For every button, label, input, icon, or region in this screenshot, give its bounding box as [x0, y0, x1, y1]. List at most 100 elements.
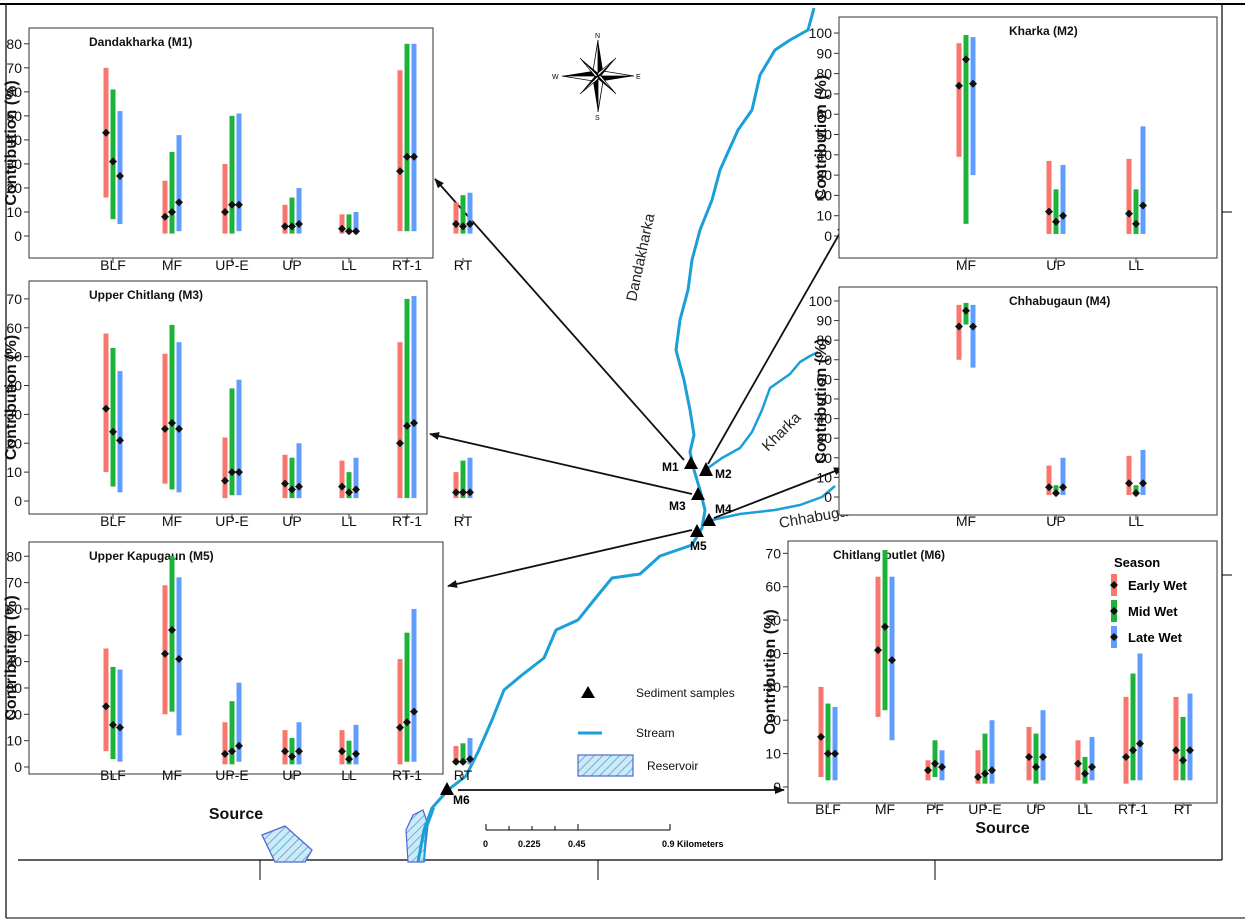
median-marker: [1125, 479, 1133, 488]
median-marker: [288, 222, 296, 231]
median-marker: [962, 55, 970, 64]
site-m1-label: M1: [662, 460, 679, 474]
median-marker: [962, 306, 970, 315]
range-bar-early-wet: [222, 437, 228, 499]
range-bar-mid-wet: [346, 740, 352, 765]
range-bar-late-wet: [1089, 736, 1095, 781]
median-marker: [452, 219, 460, 228]
x-tick-label: RT-1: [392, 513, 422, 529]
plot-panel-border: [838, 286, 1218, 516]
y-tick-label: 60: [6, 84, 22, 100]
median-marker: [1045, 483, 1053, 492]
range-bar-late-wet: [467, 738, 473, 765]
x-tick-label: UP: [1046, 513, 1065, 529]
median-marker: [295, 219, 303, 228]
site-m6-triangle-icon: [440, 782, 454, 795]
y-tick-label: 50: [816, 391, 832, 407]
median-marker: [924, 766, 932, 775]
median-marker: [1129, 746, 1137, 755]
median-marker: [102, 128, 110, 137]
map-legend-samples: Sediment samples: [636, 686, 735, 700]
median-marker: [1139, 479, 1147, 488]
median-marker: [410, 707, 418, 716]
y-tick-label: 70: [6, 291, 22, 307]
range-bar-early-wet: [818, 686, 824, 777]
y-tick-label: 80: [6, 36, 22, 52]
site-m1-triangle-icon: [684, 456, 698, 469]
x-tick-label: MF: [875, 801, 895, 817]
y-axis-label: Contribution (%): [813, 75, 830, 200]
median-marker: [459, 222, 467, 231]
y-tick-label: 40: [816, 411, 832, 427]
range-bar-early-wet: [975, 750, 981, 784]
legend-marker-early: [1110, 581, 1118, 589]
plot-panel-border: [28, 541, 444, 775]
stream-label-dandakharka: Dandakharka: [623, 211, 658, 302]
median-marker: [235, 741, 243, 750]
range-bar-late-wet: [353, 211, 359, 234]
median-marker: [1088, 762, 1096, 771]
range-bar-mid-wet: [110, 666, 116, 760]
scale-tick-3: 0.9 Kilometers: [662, 839, 724, 849]
median-marker: [396, 167, 404, 176]
median-marker: [168, 207, 176, 216]
compass-e: E: [636, 74, 641, 81]
median-marker: [345, 488, 353, 497]
plot-panel-border: [28, 280, 428, 515]
y-tick-label: 10: [6, 464, 22, 480]
median-marker: [1025, 752, 1033, 761]
median-marker: [295, 747, 303, 756]
x-tick-label: BLF: [100, 257, 126, 273]
y-axis-label: Contribution (%): [813, 338, 830, 463]
x-tick-label: UP-E: [968, 801, 1001, 817]
range-bar-early-wet: [397, 659, 403, 765]
x-tick-label: BLF: [815, 801, 841, 817]
x-tick-label: LL: [1128, 513, 1144, 529]
median-marker: [168, 419, 176, 428]
range-bar-late-wet: [1140, 449, 1146, 496]
range-bar-late-wet: [296, 443, 302, 499]
map-legend-reservoir: Reservoir: [647, 759, 698, 773]
range-bar-late-wet: [411, 608, 417, 762]
median-marker: [466, 755, 474, 764]
chart-title: Chitlang outlet (M6): [833, 548, 945, 562]
stream-label-kharka: Kharka: [759, 409, 805, 455]
range-bar-early-wet: [453, 745, 459, 765]
median-marker: [874, 646, 882, 655]
panel-chitlang-outlet-m6: Chitlang outlet (M6) Contribution (%) 0 10 2…: [762, 540, 1218, 837]
reservoir-shape: [261, 825, 313, 863]
median-marker: [1136, 739, 1144, 748]
y-tick-label: 20: [6, 180, 22, 196]
panel-upper-chitlang-m3: Upper Chitlang (M3) Contribution (%) 0 10 20…: [3, 280, 474, 529]
y-tick-label: 70: [816, 86, 832, 102]
y-tick-label: 20: [816, 450, 832, 466]
x-tick-label: RT: [1174, 801, 1193, 817]
chart-title: Upper Chitlang (M3): [89, 288, 203, 302]
range-bar-mid-wet: [963, 35, 969, 224]
x-tick-label: UP: [282, 767, 301, 783]
x-tick-label: MF: [162, 257, 182, 273]
range-bar-mid-wet: [229, 701, 235, 765]
range-bar-early-wet: [956, 43, 962, 157]
median-marker: [338, 747, 346, 756]
median-marker: [410, 152, 418, 161]
y-axis-label: Contribution (%): [3, 595, 20, 720]
x-tick-label: PF: [926, 801, 944, 817]
y-tick-label: 0: [773, 779, 781, 795]
x-tick-label: LL: [1077, 801, 1093, 817]
range-bar-late-wet: [467, 457, 473, 499]
median-marker: [1039, 752, 1047, 761]
range-bar-mid-wet: [289, 457, 295, 499]
y-tick-label: 30: [816, 167, 832, 183]
x-tick-label: UP: [282, 257, 301, 273]
median-marker: [116, 171, 124, 180]
y-tick-label: 100: [809, 25, 833, 41]
legend-label-late: Late Wet: [1128, 630, 1183, 645]
median-marker: [1122, 752, 1130, 761]
y-tick-label: 20: [765, 712, 781, 728]
range-bar-early-wet: [956, 304, 962, 360]
median-marker: [459, 757, 467, 766]
y-tick-label: 10: [765, 746, 781, 762]
site-m4-triangle-icon: [702, 513, 716, 526]
range-bar-mid-wet: [932, 740, 938, 777]
